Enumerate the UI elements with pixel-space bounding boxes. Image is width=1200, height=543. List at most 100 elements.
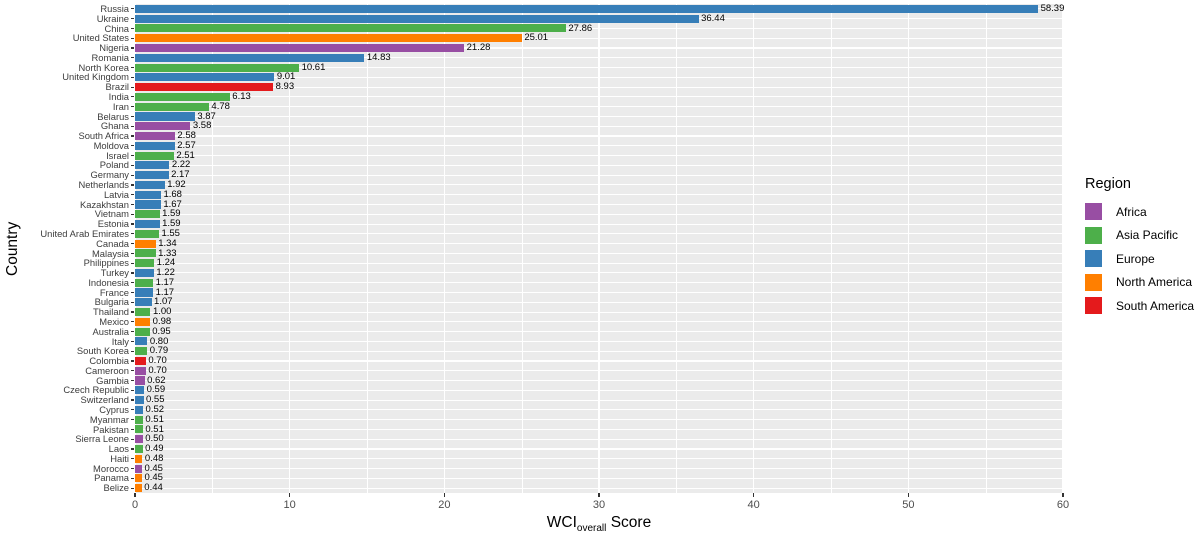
y-tick-label: Canada [96,237,129,249]
legend-item: Asia Pacific [1085,226,1194,244]
y-tick-mark [130,203,134,206]
y-tick-mark [130,76,134,78]
legend-item: South America [1085,297,1194,314]
bar-value-label: 1.59 [162,208,181,220]
y-tick-mark [130,18,134,20]
x-tick-label: 50 [902,499,915,511]
chart-bar [135,239,156,248]
y-major-gridline [135,438,1063,440]
bar-value-label: 25.01 [524,32,549,44]
bar-value-label: 0.80 [149,335,169,347]
y-tick-label: Belize [103,482,129,494]
plot-area: 58.39 36.44 27.86 25.01 21.28 14.83 10.61 9.01 8… [134,3,1065,493]
chart-bar [135,405,144,414]
bar-value-label: 0.49 [145,443,164,455]
x-major-gridline [1062,4,1064,493]
y-tick-label: Haiti [110,452,129,464]
bar-value-label: 0.62 [147,374,166,386]
x-tick-mark [598,493,600,497]
x-major-gridline [289,4,291,493]
y-tick-mark [130,184,134,186]
y-tick-label: Latvia [103,188,129,200]
y-tick-label: South Korea [76,345,129,357]
y-tick-mark [130,66,134,69]
y-major-gridline [135,321,1063,323]
x-tick-mark [289,493,291,497]
bar-value-label: 2.58 [177,130,196,142]
bar-value-label: 0.98 [152,315,172,327]
chart-bar [135,425,143,434]
y-tick-mark [130,331,134,333]
y-tick-label: Malaysia [92,247,129,259]
bar-value-label: 1.17 [155,276,175,288]
y-major-gridline [135,125,1063,127]
chart-bar [135,83,274,92]
y-tick-label: Mexico [99,315,129,327]
y-major-gridline [135,419,1063,421]
bar-value-label: 27.86 [568,22,593,34]
y-tick-mark [130,321,134,323]
y-tick-mark [130,223,134,225]
y-tick-label: India [108,91,129,103]
bar-value-label: 0.95 [152,325,171,337]
y-major-gridline [135,174,1063,176]
y-tick-mark [130,428,134,431]
legend-swatch [1085,273,1102,291]
chart-bar [135,337,148,346]
y-tick-label: Iran [112,100,129,112]
chart-bar [135,259,155,268]
y-tick-label: Myanmar [89,413,129,425]
bar-value-label: 1.22 [156,267,175,279]
y-tick-mark [130,419,134,421]
y-tick-mark [130,477,134,479]
chart-bar [135,386,145,395]
x-tick-label: 10 [283,499,296,511]
y-tick-label: Italy [111,335,129,347]
chart-bar [135,366,146,375]
y-tick-mark [130,86,134,88]
legend-item-label: Europe [1116,251,1155,266]
chart-bar [135,229,159,238]
y-major-gridline [135,389,1063,391]
y-major-gridline [135,184,1063,186]
y-major-gridline [135,409,1063,411]
legend-items: Africa Asia Pacific Europe North America Sou… [1085,203,1194,314]
bar-value-label: 58.39 [1040,3,1065,14]
y-tick-label: Philippines [83,257,129,269]
y-major-gridline [135,252,1063,254]
chart-bar [135,415,143,424]
chart-bar [135,464,142,473]
x-axis-title-subscript: overall [576,523,607,535]
y-major-gridline [135,194,1063,196]
x-axis-title-prefix: WCI [546,514,577,531]
y-major-gridline [135,272,1063,274]
bar-value-label: 1.07 [154,296,173,308]
bar-value-label: 6.13 [232,91,251,103]
bar-value-label: 0.55 [146,394,165,406]
x-minor-gridline [985,4,987,493]
y-tick-mark [130,379,134,382]
bar-value-label: 0.50 [145,433,164,445]
y-major-gridline [135,145,1063,147]
y-tick-label: Netherlands [78,179,129,191]
x-major-gridline [598,4,600,493]
legend-item-label: North America [1116,275,1193,289]
bar-value-label: 1.92 [167,179,186,191]
y-tick-mark [130,8,134,10]
chart-bar [135,63,300,72]
y-tick-label: South Africa [78,130,129,142]
legend-item: Europe [1085,250,1194,267]
y-tick-label: Ghana [100,120,129,132]
y-major-gridline [135,370,1063,372]
chart-bar [135,151,174,160]
y-major-gridline [135,47,1063,49]
bar-value-label: 0.45 [144,472,163,484]
chart-bar [135,4,1039,13]
y-tick-label: Bulgaria [94,296,129,308]
chart-bar [135,327,150,336]
chart-bar [135,122,191,131]
y-tick-label: Belarus [97,110,129,122]
y-tick-mark [130,233,134,235]
legend-item: North America [1085,273,1194,291]
y-tick-label: China [104,22,130,34]
